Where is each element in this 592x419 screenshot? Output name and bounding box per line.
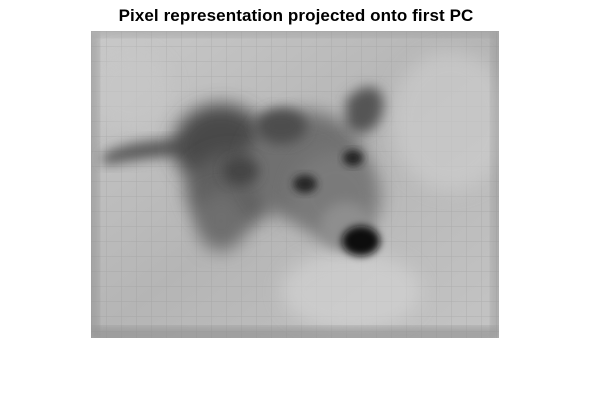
pc-projection-image: [91, 31, 499, 338]
figure-title: Pixel representation projected onto firs…: [118, 6, 474, 25]
